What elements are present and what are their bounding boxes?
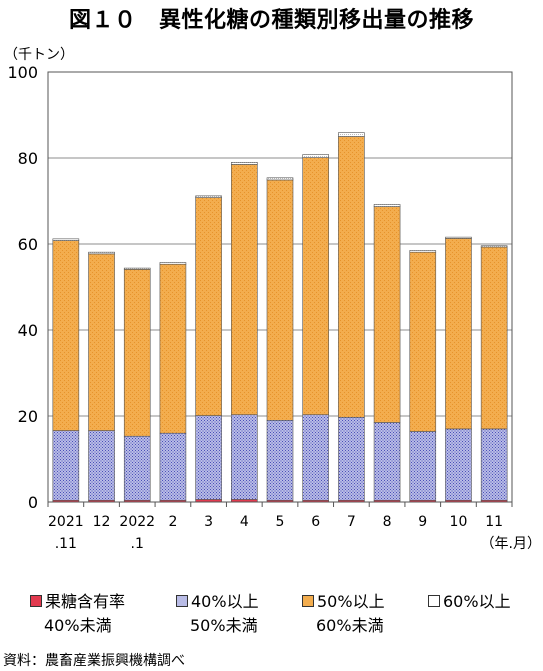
bar-segment-40-to-50	[302, 414, 329, 501]
y-tick-label: 20	[18, 407, 38, 426]
bar-segment-50-to-60	[373, 206, 401, 423]
bar-segment-60-and-over	[88, 251, 115, 255]
bar-segment-60-and-over	[123, 267, 151, 270]
x-tick-label: 10	[450, 514, 468, 530]
x-tick-label: 2022	[119, 514, 155, 530]
bar-segment-50-to-60	[88, 253, 115, 431]
bar-segment-60-and-over	[231, 162, 258, 165]
bar-segment-50-to-60	[409, 251, 437, 432]
legend-item-50-to-60: 50%以上 60%未満	[302, 592, 385, 636]
bar-segment-60-and-over	[409, 250, 437, 253]
x-tick-label: 9	[418, 514, 427, 530]
legend-label: 60%以上	[443, 592, 511, 611]
bar-segment-40-to-50	[373, 422, 401, 501]
x-tick-label: 5	[276, 514, 285, 530]
bar-segment-50-to-60	[445, 238, 472, 430]
bar-segment-60-and-over	[373, 204, 401, 207]
source-note: 資料：農畜産業振興機構調べ	[3, 653, 185, 669]
bar-segment-60-and-over	[159, 262, 187, 265]
x-tick-label: 2021	[48, 514, 84, 530]
y-tick-label: 60	[18, 235, 38, 254]
bar-segment-40-to-50	[123, 435, 151, 501]
bar-segment-60-and-over	[52, 238, 80, 241]
plot-area-frame	[47, 71, 513, 503]
x-tick-label: 2	[168, 514, 177, 530]
x-tick-label: 6	[311, 514, 320, 530]
bar-segment-40-to-50	[480, 428, 508, 501]
bar-segment-50-to-60	[338, 136, 365, 418]
bar-segment-40-to-50	[338, 416, 365, 501]
y-axis-unit-label: （千トン）	[4, 47, 74, 63]
legend-swatch-blue	[176, 594, 188, 607]
bar-segment-60-and-over	[338, 132, 365, 137]
bar-segment-50-to-60	[231, 164, 258, 416]
bar-segment-60-and-over	[266, 177, 294, 181]
stacked-bar-chart: 0 20 40 60 80 100 2021 .11 12 2022 .1 2 3 4 5 6 7 8 9 10 11 （…	[7, 63, 541, 552]
bar-segment-40-to-50	[409, 431, 437, 501]
bar-segment-40-to-50	[266, 419, 294, 501]
x-axis-unit-label: （年.月）	[481, 536, 541, 552]
legend-item-60-and-over: 60%以上	[428, 592, 511, 612]
chart-legend: 果糖含有率 40%未満 40%以上 50%未満 50%以上 60%未満 60%以…	[0, 592, 543, 642]
y-tick-label: 80	[18, 149, 38, 168]
bar-segment-40-to-50	[195, 415, 222, 500]
x-tick-label: 11	[485, 514, 503, 530]
x-tick-label: 7	[347, 514, 356, 530]
legend-label: 40%以上	[191, 592, 259, 611]
bar-segment-50-to-60	[480, 246, 508, 430]
bar-segment-50-to-60	[159, 263, 187, 434]
x-tick-label: 3	[204, 514, 213, 530]
bar-segment-40-to-50	[445, 428, 472, 501]
legend-label-line2: 50%未満	[190, 616, 258, 635]
x-tick-label: 8	[383, 514, 392, 530]
y-tick-label: 40	[18, 321, 38, 340]
legend-label: 50%以上	[317, 592, 385, 611]
bar-segment-40-to-50	[52, 430, 80, 501]
x-tick-label: 4	[240, 514, 249, 530]
bar-segment-60-and-over	[445, 236, 472, 239]
legend-label-line2: 40%未満	[44, 616, 112, 635]
y-tick-label: 100	[7, 63, 38, 82]
bar-segment-60-and-over	[302, 154, 329, 158]
legend-item-40-to-50: 40%以上 50%未満	[176, 592, 259, 636]
legend-label: 果糖含有率	[45, 592, 126, 611]
legend-swatch-orange	[302, 594, 314, 607]
chart-title: 図１０ 異性化糖の種類別移出量の推移	[68, 8, 474, 33]
bar-segment-50-to-60	[302, 157, 329, 416]
bar-segment-50-to-60	[52, 240, 80, 431]
legend-item-fructose-under-40: 果糖含有率 40%未満	[30, 592, 125, 636]
bar-segment-60-and-over	[480, 245, 508, 248]
bar-segment-50-to-60	[123, 269, 151, 437]
x-tick-label: .11	[55, 536, 77, 552]
legend-label-line2: 60%未満	[316, 616, 384, 635]
bar-segment-50-to-60	[195, 197, 222, 416]
bar-segment-40-to-50	[231, 414, 258, 500]
legend-swatch-white	[428, 594, 440, 607]
bar-segment-50-to-60	[266, 179, 294, 421]
x-tick-label: .1	[131, 536, 144, 552]
legend-swatch-red	[30, 594, 42, 607]
y-tick-label: 0	[28, 493, 38, 512]
bar-segment-60-and-over	[195, 195, 222, 198]
x-tick-label: 12	[93, 514, 111, 530]
bar-segment-40-to-50	[159, 432, 187, 501]
bar-segment-40-to-50	[88, 430, 115, 501]
